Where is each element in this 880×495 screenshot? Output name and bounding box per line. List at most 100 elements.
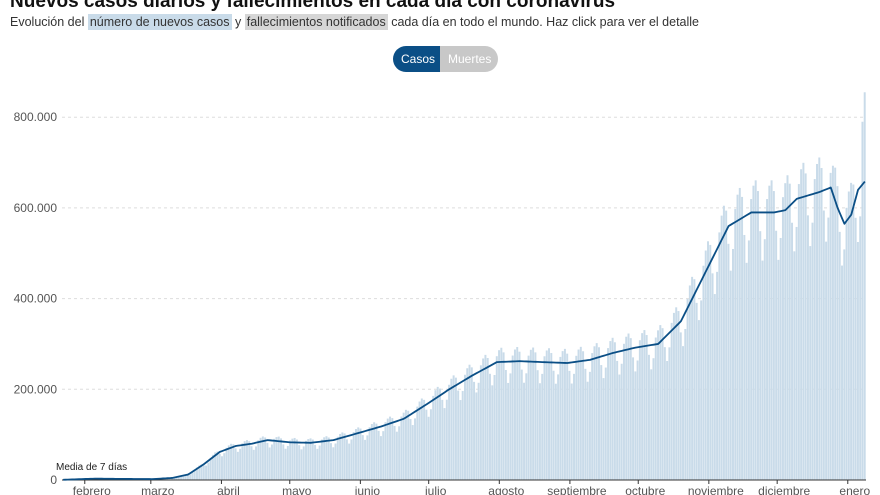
daily-bar[interactable]: [797, 184, 800, 480]
daily-bar[interactable]: [416, 406, 419, 480]
daily-bar[interactable]: [822, 210, 825, 480]
daily-bar[interactable]: [227, 445, 230, 480]
daily-bar[interactable]: [557, 374, 560, 480]
daily-bar[interactable]: [500, 347, 503, 480]
daily-bar[interactable]: [818, 157, 821, 481]
daily-bar[interactable]: [532, 347, 535, 480]
daily-bar[interactable]: [173, 477, 176, 480]
daily-bar[interactable]: [336, 436, 339, 480]
daily-bar[interactable]: [579, 346, 582, 480]
daily-bar[interactable]: [443, 408, 446, 480]
daily-bar[interactable]: [704, 250, 707, 480]
daily-bar[interactable]: [622, 343, 625, 480]
daily-bar[interactable]: [536, 370, 539, 480]
daily-bar[interactable]: [245, 440, 248, 480]
daily-bar[interactable]: [379, 436, 382, 480]
daily-bar[interactable]: [236, 451, 239, 480]
daily-bar[interactable]: [341, 432, 344, 480]
daily-bar[interactable]: [307, 439, 310, 480]
daily-bar[interactable]: [384, 422, 387, 480]
daily-bar[interactable]: [214, 452, 217, 480]
daily-bar[interactable]: [761, 260, 764, 480]
daily-bar[interactable]: [255, 446, 258, 480]
daily-bar[interactable]: [711, 273, 714, 480]
daily-bar[interactable]: [200, 464, 203, 480]
daily-bar[interactable]: [861, 121, 864, 481]
daily-bar[interactable]: [775, 230, 778, 480]
daily-bar[interactable]: [432, 395, 435, 480]
daily-bar[interactable]: [418, 401, 421, 480]
daily-bar[interactable]: [493, 375, 496, 480]
daily-bar[interactable]: [457, 390, 460, 480]
daily-bar[interactable]: [175, 477, 178, 480]
daily-bar[interactable]: [677, 311, 680, 480]
daily-bar[interactable]: [582, 351, 585, 480]
daily-bar[interactable]: [756, 191, 759, 481]
daily-bar[interactable]: [736, 194, 739, 481]
daily-bar[interactable]: [330, 443, 332, 480]
daily-bar[interactable]: [700, 300, 703, 480]
daily-bar[interactable]: [275, 437, 278, 480]
daily-bar[interactable]: [216, 451, 219, 480]
daily-bar[interactable]: [616, 360, 619, 480]
daily-bar[interactable]: [286, 445, 289, 480]
daily-bar[interactable]: [772, 191, 775, 481]
daily-bar[interactable]: [784, 183, 787, 480]
daily-bar[interactable]: [545, 350, 548, 480]
daily-bar[interactable]: [511, 355, 514, 480]
daily-bar[interactable]: [672, 312, 675, 480]
daily-bar[interactable]: [657, 330, 660, 480]
daily-bar[interactable]: [779, 237, 782, 480]
daily-bar[interactable]: [588, 371, 591, 480]
daily-bar[interactable]: [759, 231, 762, 480]
daily-bar[interactable]: [414, 418, 416, 480]
daily-bar[interactable]: [230, 443, 233, 480]
daily-bar[interactable]: [593, 346, 596, 480]
daily-bar[interactable]: [766, 199, 769, 480]
daily-bar[interactable]: [806, 215, 809, 481]
daily-bar[interactable]: [309, 438, 312, 480]
daily-bar[interactable]: [513, 349, 516, 481]
daily-bar[interactable]: [243, 441, 246, 480]
daily-bar[interactable]: [609, 341, 612, 480]
daily-bar[interactable]: [638, 340, 641, 480]
daily-bar[interactable]: [738, 187, 741, 480]
daily-bar[interactable]: [445, 399, 448, 480]
daily-bar[interactable]: [502, 352, 505, 480]
daily-bar[interactable]: [495, 356, 498, 480]
daily-bar[interactable]: [302, 446, 305, 480]
daily-bar[interactable]: [205, 465, 208, 480]
daily-bar[interactable]: [482, 358, 485, 480]
daily-bar[interactable]: [670, 322, 673, 480]
daily-bar[interactable]: [541, 373, 544, 480]
daily-bar[interactable]: [632, 357, 635, 480]
daily-bar[interactable]: [720, 215, 723, 480]
daily-bar[interactable]: [573, 373, 575, 480]
daily-bar[interactable]: [252, 449, 255, 480]
daily-bar[interactable]: [248, 441, 251, 480]
toggle-deaths-button[interactable]: Muertes: [440, 46, 498, 72]
daily-bar[interactable]: [834, 167, 837, 480]
daily-bar[interactable]: [359, 428, 362, 480]
daily-bar[interactable]: [225, 447, 228, 480]
daily-bar[interactable]: [841, 265, 843, 480]
daily-bar[interactable]: [507, 382, 510, 480]
daily-bar[interactable]: [311, 439, 314, 480]
daily-bar[interactable]: [491, 385, 494, 480]
daily-bar[interactable]: [504, 370, 507, 480]
daily-bar[interactable]: [566, 353, 569, 480]
daily-bar[interactable]: [831, 165, 834, 481]
daily-bar[interactable]: [209, 457, 212, 480]
daily-bar[interactable]: [795, 226, 798, 480]
daily-bar[interactable]: [202, 465, 205, 480]
daily-bar[interactable]: [684, 328, 687, 480]
daily-bar[interactable]: [845, 207, 848, 481]
daily-bar[interactable]: [827, 217, 830, 480]
daily-bar[interactable]: [523, 382, 526, 480]
daily-bar[interactable]: [729, 270, 732, 480]
daily-bar[interactable]: [847, 191, 850, 480]
daily-bar[interactable]: [647, 354, 650, 480]
daily-bar[interactable]: [434, 390, 437, 480]
daily-bar[interactable]: [404, 409, 407, 480]
